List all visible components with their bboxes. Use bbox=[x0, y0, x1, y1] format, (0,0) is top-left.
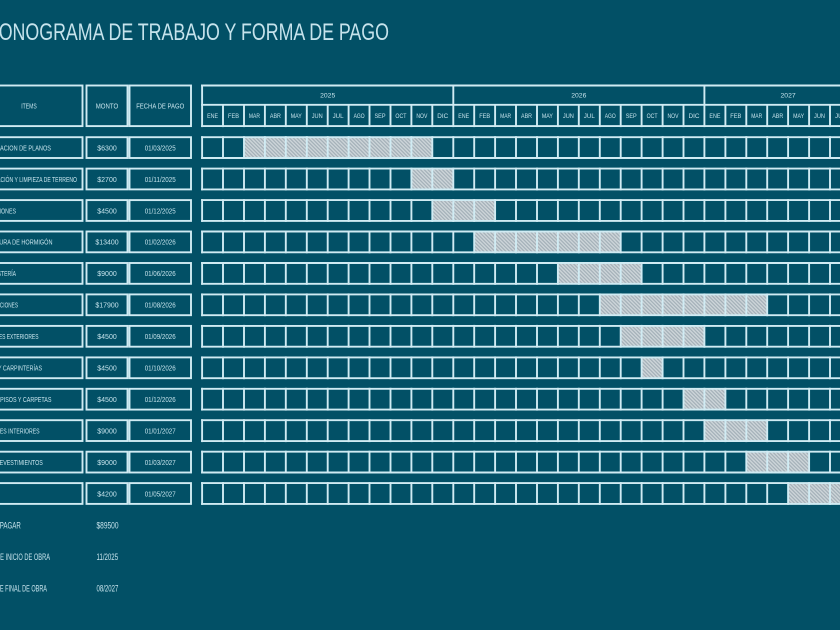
svg-text:MAY: MAY bbox=[291, 113, 303, 120]
svg-text:ABR: ABR bbox=[270, 113, 281, 120]
svg-text:FECHA DE PAGO: FECHA DE PAGO bbox=[136, 101, 184, 110]
svg-text:EXCAVACIÓN Y LIMPIEZA DE TERRE: EXCAVACIÓN Y LIMPIEZA DE TERRENO bbox=[0, 175, 77, 184]
svg-text:SEP: SEP bbox=[375, 113, 386, 120]
svg-text:FECHA DE INICIO DE OBRA: FECHA DE INICIO DE OBRA bbox=[0, 552, 50, 562]
svg-text:INSTALACIONES: INSTALACIONES bbox=[0, 303, 18, 310]
svg-text:2025: 2025 bbox=[320, 93, 335, 100]
svg-text:$4500: $4500 bbox=[97, 397, 117, 404]
svg-text:01/03/2025: 01/03/2025 bbox=[145, 145, 176, 152]
svg-text:01/03/2027: 01/03/2027 bbox=[145, 460, 176, 467]
svg-text:ABR: ABR bbox=[521, 113, 532, 120]
svg-text:01/12/2025: 01/12/2025 bbox=[145, 208, 176, 215]
svg-text:CRONOGRAMA DE TRABAJO Y FORMA: CRONOGRAMA DE TRABAJO Y FORMA DE PAGO bbox=[0, 19, 389, 46]
svg-text:MAMPOSTERÍA: MAMPOSTERÍA bbox=[0, 269, 16, 278]
svg-text:AGO: AGO bbox=[354, 113, 365, 120]
svg-text:$17900: $17900 bbox=[95, 303, 118, 310]
svg-text:MONTO: MONTO bbox=[96, 101, 119, 110]
svg-text:AGO: AGO bbox=[605, 113, 616, 120]
svg-text:FEB: FEB bbox=[479, 113, 490, 120]
svg-text:TOTAL A PAGAR: TOTAL A PAGAR bbox=[0, 521, 21, 531]
svg-text:$4500: $4500 bbox=[97, 366, 117, 373]
svg-text:DIC: DIC bbox=[689, 113, 700, 120]
svg-text:MAR: MAR bbox=[500, 113, 511, 120]
svg-text:REALIZACION DE PLANOS: REALIZACION DE PLANOS bbox=[0, 145, 51, 152]
svg-text:ENE: ENE bbox=[207, 113, 218, 120]
svg-text:$89500: $89500 bbox=[97, 521, 119, 531]
svg-text:MAR: MAR bbox=[751, 113, 762, 120]
svg-text:ITEMS: ITEMS bbox=[21, 101, 37, 110]
svg-text:DIC: DIC bbox=[437, 113, 448, 120]
svg-text:01/10/2026: 01/10/2026 bbox=[145, 366, 176, 373]
svg-text:SEP: SEP bbox=[626, 113, 637, 120]
svg-text:FEB: FEB bbox=[228, 113, 239, 120]
svg-text:OCT: OCT bbox=[395, 113, 406, 120]
svg-text:01/05/2027: 01/05/2027 bbox=[145, 491, 176, 498]
svg-text:01/01/2027: 01/01/2027 bbox=[145, 428, 176, 435]
svg-text:ESTRUCTURA DE HORMIGÓN: ESTRUCTURA DE HORMIGÓN bbox=[0, 238, 53, 247]
svg-text:ENE: ENE bbox=[458, 113, 469, 120]
svg-text:ABR: ABR bbox=[772, 113, 783, 120]
svg-text:08/2027: 08/2027 bbox=[97, 583, 119, 593]
svg-text:01/08/2026: 01/08/2026 bbox=[145, 303, 176, 310]
svg-text:CONTRAPISOS Y CARPETAS: CONTRAPISOS Y CARPETAS bbox=[0, 397, 52, 404]
svg-text:REVOQUES INTERIORES: REVOQUES INTERIORES bbox=[0, 428, 40, 435]
svg-text:$9000: $9000 bbox=[97, 460, 117, 467]
svg-text:2026: 2026 bbox=[571, 93, 586, 100]
svg-text:MAY: MAY bbox=[542, 113, 554, 120]
svg-text:$4500: $4500 bbox=[97, 208, 117, 215]
svg-text:JUL: JUL bbox=[835, 113, 840, 120]
svg-text:JUL: JUL bbox=[333, 113, 344, 120]
svg-text:PISOS REVESTIMIENTOS: PISOS REVESTIMIENTOS bbox=[0, 460, 43, 467]
svg-text:FUNDACIONES: FUNDACIONES bbox=[0, 208, 16, 215]
svg-text:NOV: NOV bbox=[416, 113, 428, 120]
svg-text:01/12/2026: 01/12/2026 bbox=[145, 397, 176, 404]
svg-text:OCT: OCT bbox=[647, 113, 658, 120]
svg-text:2027: 2027 bbox=[781, 93, 796, 100]
svg-text:$4500: $4500 bbox=[97, 334, 117, 341]
svg-text:01/06/2026: 01/06/2026 bbox=[145, 271, 176, 278]
svg-text:ENE: ENE bbox=[709, 113, 720, 120]
svg-text:REVOQUES EXTERIORES: REVOQUES EXTERIORES bbox=[0, 334, 39, 341]
svg-text:FEB: FEB bbox=[730, 113, 741, 120]
svg-text:NOV: NOV bbox=[668, 113, 680, 120]
svg-text:$4200: $4200 bbox=[97, 491, 117, 498]
svg-text:01/11/2025: 01/11/2025 bbox=[145, 177, 176, 184]
svg-text:11/2025: 11/2025 bbox=[97, 552, 119, 562]
svg-text:MAR: MAR bbox=[249, 113, 260, 120]
svg-text:JUN: JUN bbox=[312, 113, 323, 120]
svg-text:JUN: JUN bbox=[563, 113, 574, 120]
svg-text:FECHA DE FINAL DE OBRA: FECHA DE FINAL DE OBRA bbox=[0, 583, 47, 593]
svg-text:$13400: $13400 bbox=[95, 240, 118, 247]
svg-text:MAY: MAY bbox=[793, 113, 805, 120]
svg-text:$6300: $6300 bbox=[97, 145, 117, 152]
svg-text:JUL: JUL bbox=[584, 113, 595, 120]
svg-text:JUN: JUN bbox=[814, 113, 825, 120]
svg-text:$2700: $2700 bbox=[97, 177, 117, 184]
svg-text:$9000: $9000 bbox=[97, 271, 117, 278]
svg-text:01/09/2026: 01/09/2026 bbox=[145, 334, 176, 341]
svg-text:01/02/2026: 01/02/2026 bbox=[145, 240, 176, 247]
svg-text:$9000: $9000 bbox=[97, 428, 117, 435]
svg-text:TECHOS Y CARPINTERÍAS: TECHOS Y CARPINTERÍAS bbox=[0, 364, 42, 373]
